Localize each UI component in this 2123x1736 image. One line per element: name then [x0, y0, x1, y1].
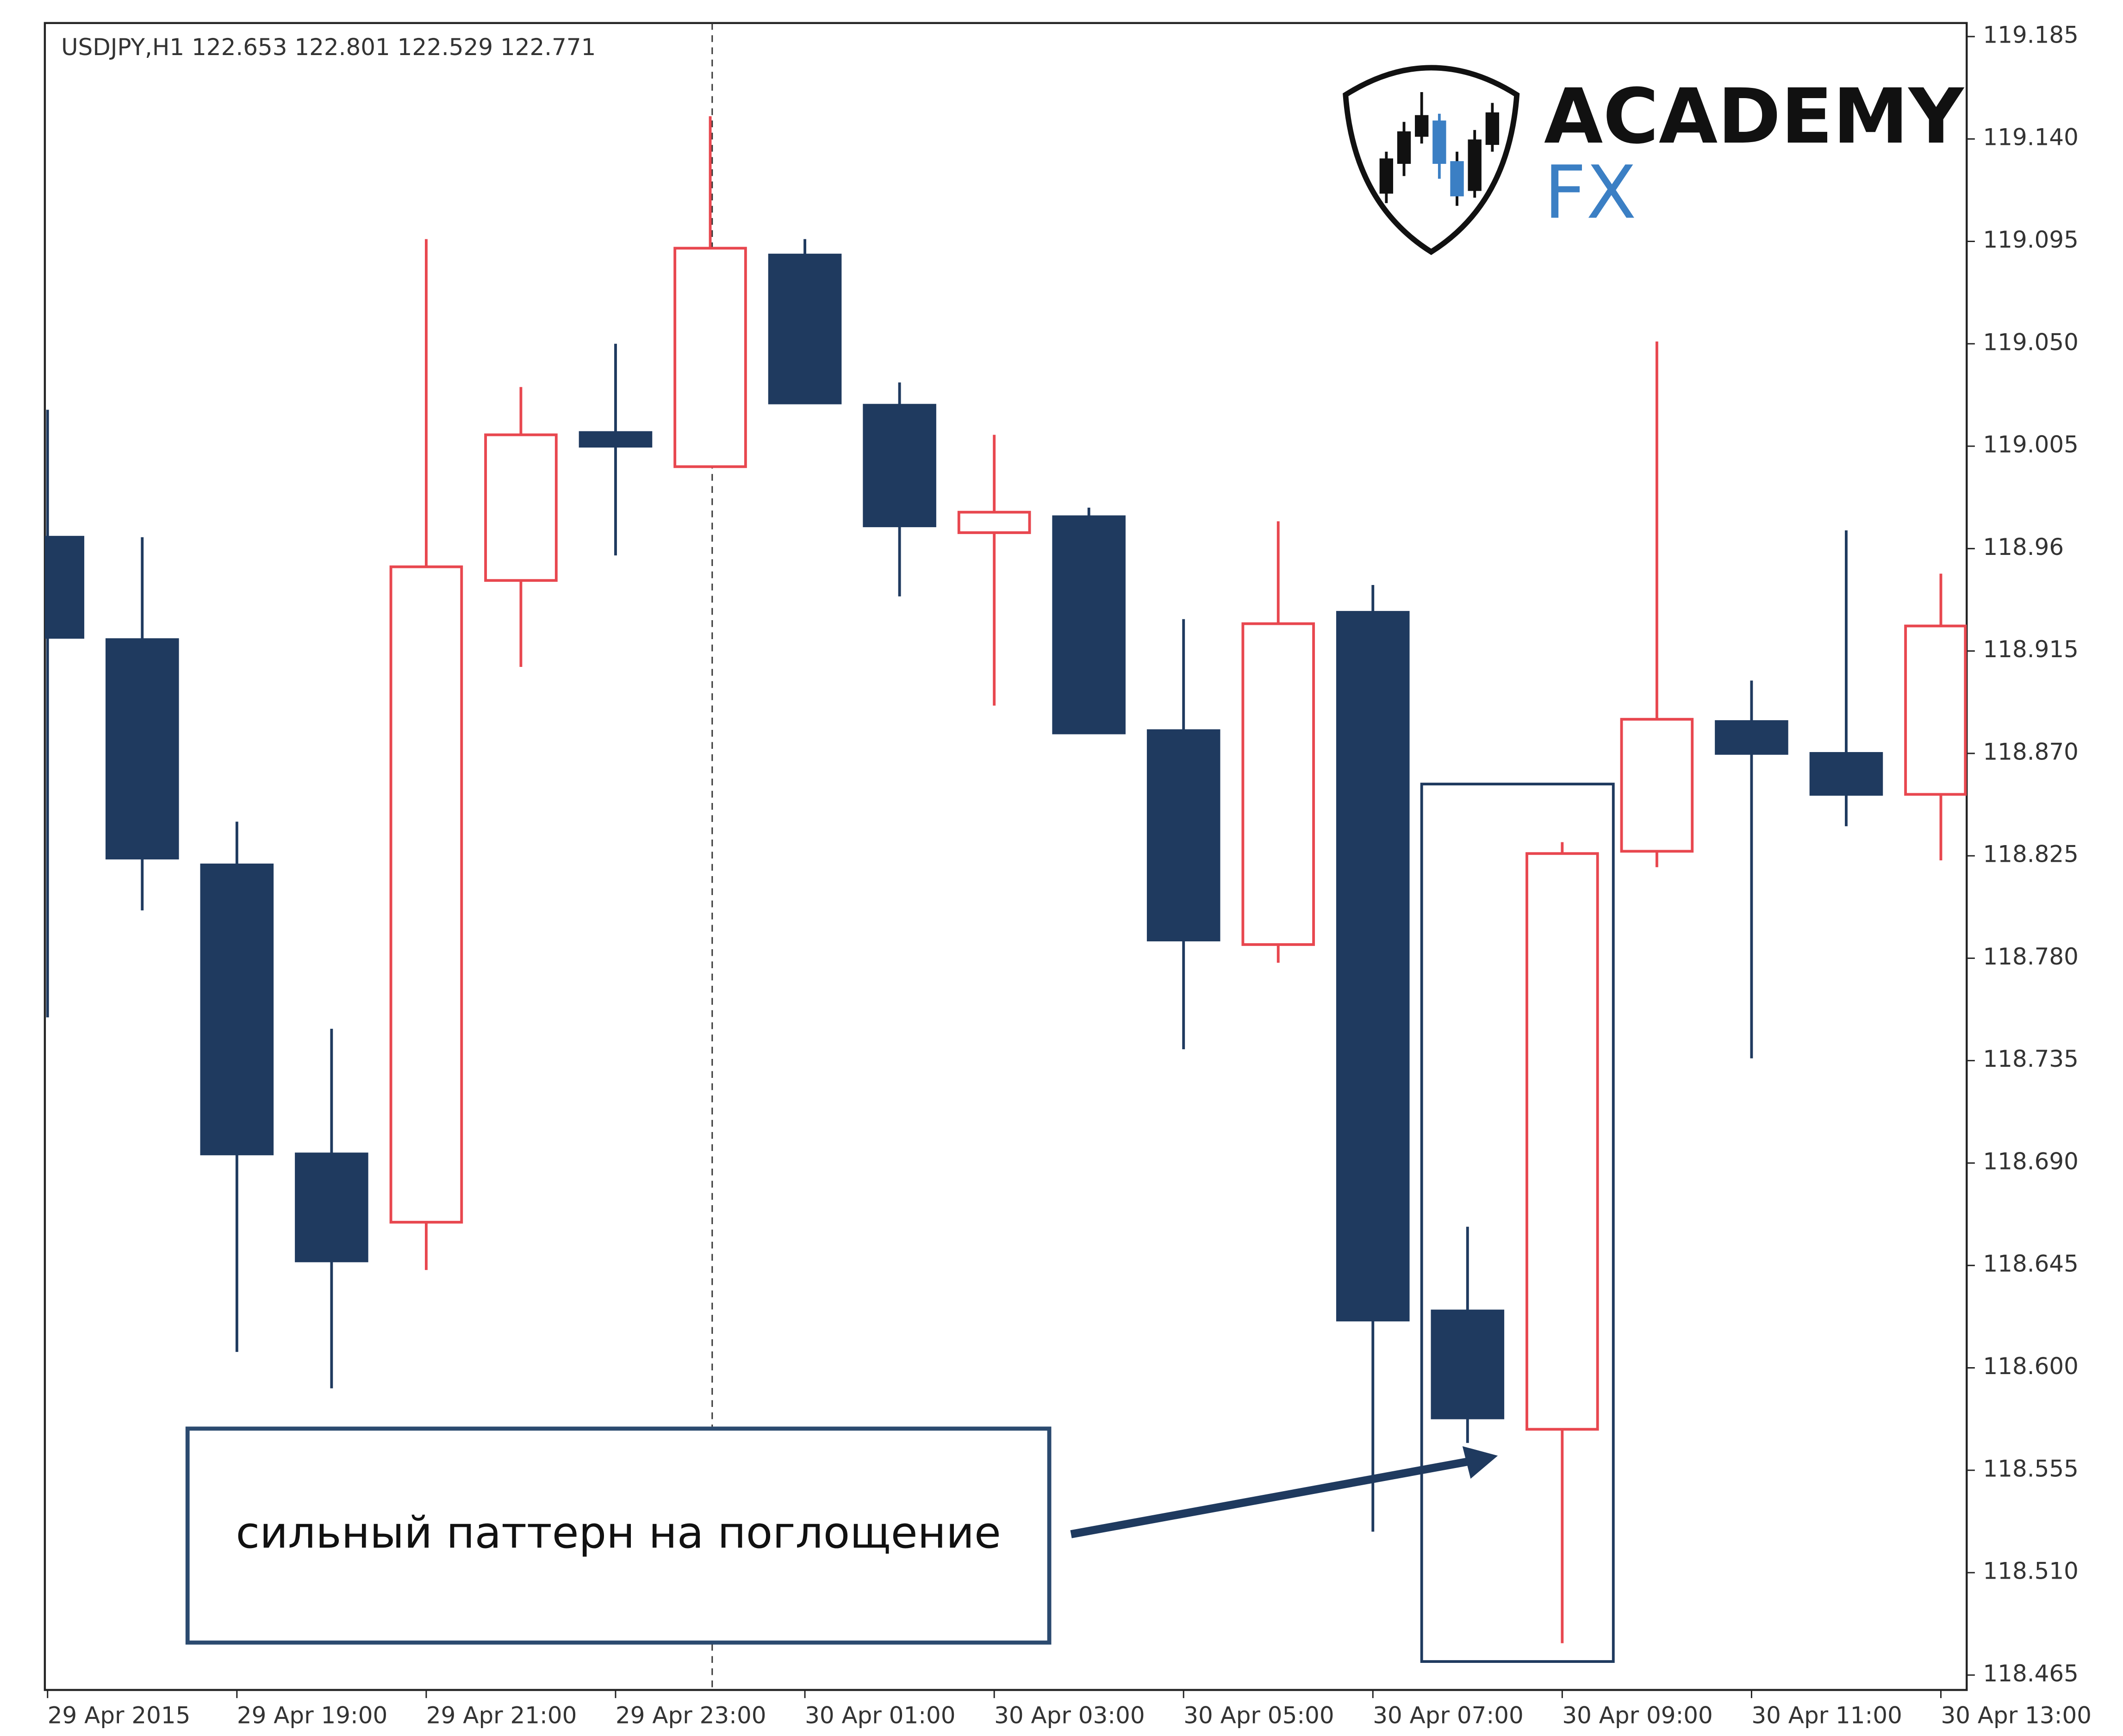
- y-tick-label: 119.185: [1983, 22, 2079, 49]
- candle-body: [579, 431, 653, 448]
- y-tick-label: 118.96: [1983, 534, 2064, 560]
- y-tick-label: 119.140: [1983, 124, 2079, 151]
- candle-body: [106, 638, 179, 860]
- candle-body: [1809, 752, 1883, 796]
- logo-candles: [1379, 92, 1500, 206]
- candle-body: [673, 247, 747, 468]
- chart-title: USDJPY,H1 122.653 122.801 122.529 122.77…: [61, 34, 596, 61]
- x-tick-label: 29 Apr 23:00: [616, 1702, 766, 1729]
- candle-body: [1715, 720, 1788, 755]
- candle-body: [484, 433, 558, 582]
- y-tick-label: 118.735: [1983, 1045, 2079, 1072]
- candle-body: [389, 565, 463, 1224]
- logo-title: ACADEMY: [1544, 72, 1965, 161]
- x-tick-label: 30 Apr 05:00: [1183, 1702, 1334, 1729]
- candle-body: [1336, 611, 1410, 1322]
- candle-body: [1904, 624, 1967, 796]
- candle-body: [957, 510, 1031, 534]
- candle-body: [768, 254, 842, 404]
- candle-body: [1525, 852, 1599, 1431]
- arrow-shaft: [1070, 1457, 1472, 1538]
- arrow-head: [1462, 1446, 1498, 1479]
- x-tick-label: 30 Apr 11:00: [1751, 1702, 1902, 1729]
- y-tick-label: 118.645: [1983, 1251, 2079, 1277]
- candle-body: [863, 404, 936, 528]
- y-tick-label: 118.825: [1983, 841, 2079, 868]
- y-tick-label: 118.870: [1983, 738, 2079, 765]
- y-tick-label: 119.095: [1983, 226, 2079, 253]
- x-tick-label: 29 Apr 19:00: [237, 1702, 387, 1729]
- candle-body: [200, 863, 274, 1156]
- candle-body: [295, 1152, 368, 1263]
- annotation: сильный паттерн на поглощение: [236, 1508, 1001, 1558]
- x-tick-label: 29 Apr 21:00: [426, 1702, 577, 1729]
- y-tick-label: 118.510: [1983, 1558, 2079, 1585]
- y-tick-label: 118.915: [1983, 636, 2079, 663]
- y-tick-label: 119.005: [1983, 431, 2079, 458]
- y-tick-label: 118.600: [1983, 1353, 2079, 1380]
- y-tick-label: 118.555: [1983, 1455, 2079, 1482]
- logo: ACADEMY FX: [1343, 65, 1965, 255]
- candle-body: [44, 535, 85, 639]
- y-tick-label: 119.050: [1983, 329, 2079, 355]
- candle-body: [1241, 622, 1315, 946]
- candle-body: [1052, 515, 1126, 734]
- pattern-box: [1420, 783, 1615, 1663]
- x-tick-label: 30 Apr 07:00: [1373, 1702, 1523, 1729]
- x-tick-label: 29 Apr 2015: [48, 1702, 191, 1729]
- x-tick-label: 30 Apr 13:00: [1941, 1702, 2091, 1729]
- y-tick-label: 118.780: [1983, 943, 2079, 970]
- x-tick-label: 30 Apr 09:00: [1562, 1702, 1712, 1729]
- logo-subtitle: FX: [1544, 150, 1637, 236]
- y-tick-label: 118.690: [1983, 1148, 2079, 1175]
- logo-shield: [1343, 65, 1520, 255]
- candle-body: [1620, 718, 1694, 853]
- x-tick-label: 30 Apr 03:00: [994, 1702, 1145, 1729]
- x-tick-label: 30 Apr 01:00: [805, 1702, 955, 1729]
- candle-body: [1146, 729, 1220, 942]
- y-tick-label: 118.465: [1983, 1660, 2079, 1687]
- candle-body: [1431, 1309, 1505, 1419]
- annotation-box: [185, 1426, 1052, 1645]
